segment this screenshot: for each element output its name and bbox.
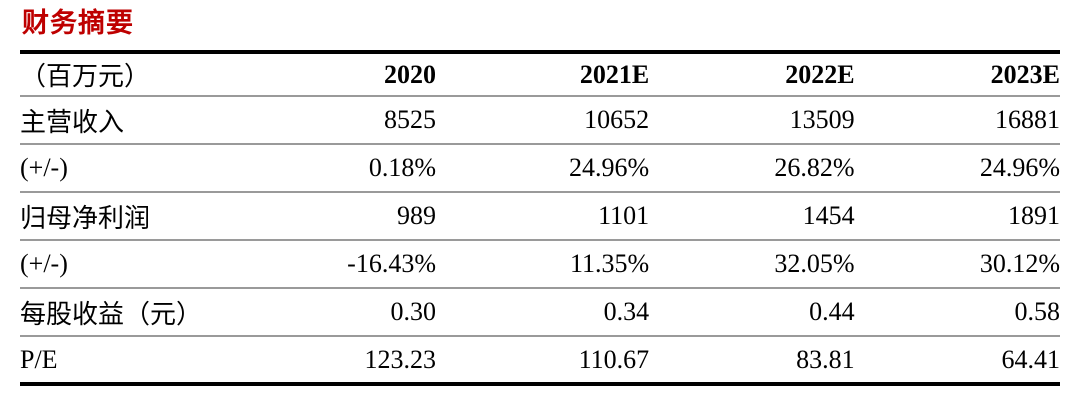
cell-value: 13509	[649, 96, 855, 145]
row-label: 每股收益（元）	[20, 288, 239, 337]
cell-value: 83.81	[796, 344, 855, 374]
cell-value: 24.96%	[854, 144, 1060, 193]
cell-value: 0.18%	[238, 144, 436, 193]
cell-value: 1891	[854, 192, 1060, 241]
cell-value: 110.67	[578, 344, 650, 374]
cell-value: 30.12%	[854, 240, 1060, 289]
row-label: 归母净利润	[20, 192, 239, 241]
cell-value: 1454	[649, 192, 855, 241]
header-row: （百万元） 2020 2021E 2022E 2023E	[20, 52, 1060, 97]
cell-value: 0.44	[649, 288, 855, 337]
cell-value: 8525	[238, 96, 436, 145]
cell-value: 0.30	[238, 288, 436, 337]
cell-value: -16.43%	[238, 240, 436, 289]
table-row-revenue-growth: (+/-) 0.18% 24.96% 26.82% 24.96%	[20, 144, 1060, 193]
row-label: (+/-)	[20, 240, 239, 289]
cell-value: 10652	[435, 96, 650, 145]
cell-value: 0.34	[435, 288, 650, 337]
column-header-2021e: 2021E	[435, 52, 650, 97]
cell-value: 11.35%	[435, 240, 650, 289]
table-row-net-profit-growth: (+/-) -16.43% 11.35% 32.05% 30.12%	[20, 240, 1060, 289]
financial-summary-table: （百万元） 2020 2021E 2022E 2023E 主营收入 8525 1…	[20, 50, 1060, 386]
row-label: 主营收入	[20, 96, 239, 145]
cell-value: 123.23	[364, 344, 436, 374]
cell-value: 24.96%	[435, 144, 650, 193]
section-title: 财务摘要	[22, 8, 134, 38]
cell-value: 64.41	[1001, 344, 1061, 374]
cell-value: 989	[238, 192, 436, 241]
row-label: (+/-)	[20, 144, 239, 193]
column-header-2020: 2020	[238, 52, 436, 97]
cell-value: 1101	[435, 192, 650, 241]
cell-value: 32.05%	[649, 240, 855, 289]
cell-value: 0.58	[854, 288, 1060, 337]
unit-header: （百万元）	[20, 52, 239, 97]
cell-value: 16881	[854, 96, 1060, 145]
table-row-eps: 每股收益（元） 0.30 0.34 0.44 0.58	[20, 288, 1060, 337]
column-header-2022e: 2022E	[649, 52, 855, 97]
cell-value: 26.82%	[649, 144, 855, 193]
table-row-net-profit: 归母净利润 989 1101 1454 1891	[20, 192, 1060, 241]
table-row-pe: P/E 123.23 110.67 83.81 64.41	[20, 336, 1060, 384]
row-label: P/E	[20, 344, 58, 374]
table-row-revenue: 主营收入 8525 10652 13509 16881	[20, 96, 1060, 145]
column-header-2023e: 2023E	[854, 52, 1060, 97]
